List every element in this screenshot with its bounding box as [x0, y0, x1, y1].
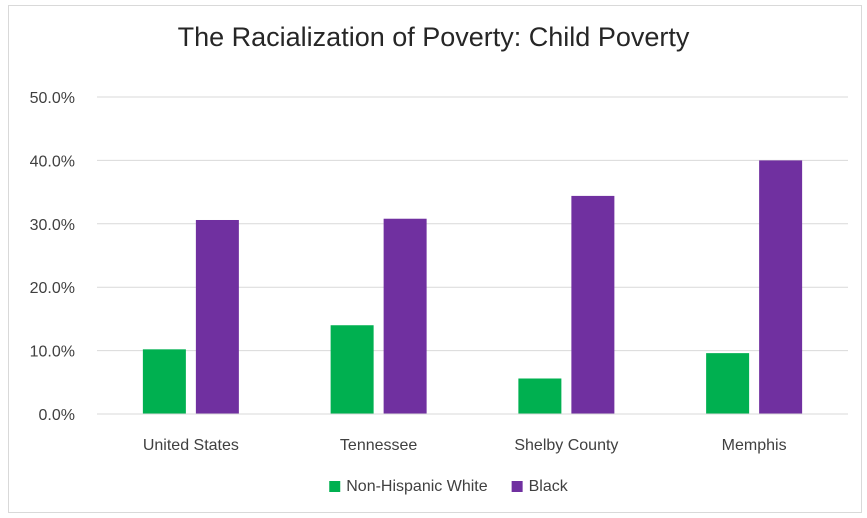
y-tick-label: 20.0%	[30, 280, 75, 297]
y-tick-label: 30.0%	[30, 217, 75, 234]
bar-black	[383, 218, 427, 414]
legend-swatch	[329, 481, 341, 492]
bar-non-hispanic-white	[518, 378, 562, 414]
chart-title: The Racialization of Poverty: Child Pove…	[177, 22, 690, 52]
x-category-label: Tennessee	[340, 437, 417, 454]
bar-non-hispanic-white	[706, 353, 750, 414]
y-tick-label: 0.0%	[39, 407, 75, 424]
bar-non-hispanic-white	[330, 325, 374, 414]
x-category-label: United States	[143, 437, 239, 454]
y-axis-tick-labels: 0.0% 10.0% 20.0% 30.0% 40.0% 50.0%	[30, 90, 75, 424]
legend-label: Non-Hispanic White	[346, 478, 487, 495]
y-tick-label: 50.0%	[30, 90, 75, 107]
y-tick-label: 10.0%	[30, 344, 75, 361]
bars	[142, 160, 803, 414]
legend-swatch	[511, 481, 523, 492]
bar-black	[759, 160, 803, 414]
legend: Non-Hispanic White Black	[329, 478, 569, 495]
bar-black	[571, 195, 615, 414]
x-axis-category-labels: United States Tennessee Shelby County Memph…	[143, 437, 787, 454]
bar-black	[195, 219, 239, 414]
bar-non-hispanic-white	[142, 349, 186, 414]
x-category-label: Shelby County	[514, 437, 618, 454]
legend-label: Black	[529, 478, 569, 495]
chart-frame	[8, 5, 862, 513]
x-category-label: Memphis	[722, 437, 787, 454]
y-tick-label: 40.0%	[30, 153, 75, 170]
